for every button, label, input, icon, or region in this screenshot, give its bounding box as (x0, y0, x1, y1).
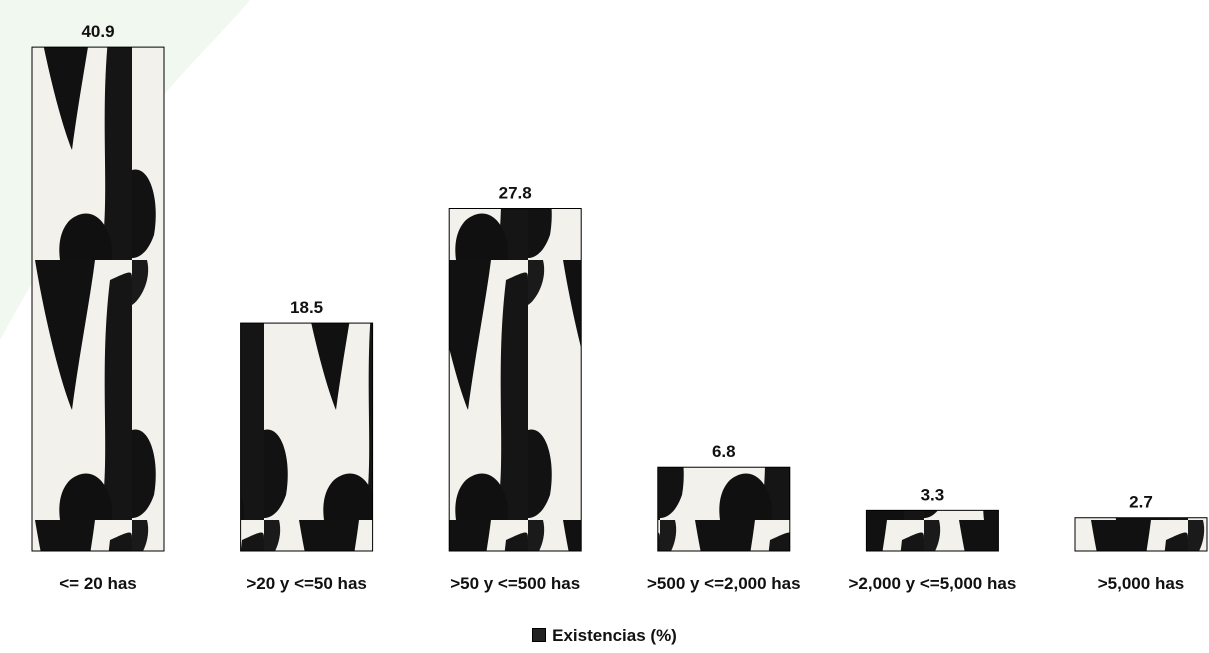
bar (865, 509, 999, 552)
value-label: 27.8 (499, 184, 532, 203)
x-tick-label: >5,000 has (1097, 574, 1185, 593)
legend: Existencias (%) (0, 626, 1209, 646)
legend-icon (532, 628, 547, 642)
bar (448, 208, 582, 552)
x-tick-label: <= 20 has (59, 574, 137, 593)
bar (31, 46, 165, 552)
bar (240, 322, 374, 552)
value-label: 18.5 (290, 298, 323, 317)
bar (1074, 517, 1208, 552)
x-tick-label: >500 y <=2,000 has (646, 574, 801, 593)
bar (657, 466, 791, 552)
legend-label: Existencias (%) (552, 626, 677, 645)
value-label: 3.3 (921, 485, 945, 504)
x-tick-label: >20 y <=50 has (246, 574, 367, 593)
x-tick-label: >50 y <=500 has (450, 574, 581, 593)
value-label: 6.8 (712, 442, 736, 461)
value-label: 40.9 (81, 22, 114, 41)
value-label: 2.7 (1129, 493, 1153, 512)
x-tick-label: >2,000 y <=5,000 has (848, 574, 1017, 593)
